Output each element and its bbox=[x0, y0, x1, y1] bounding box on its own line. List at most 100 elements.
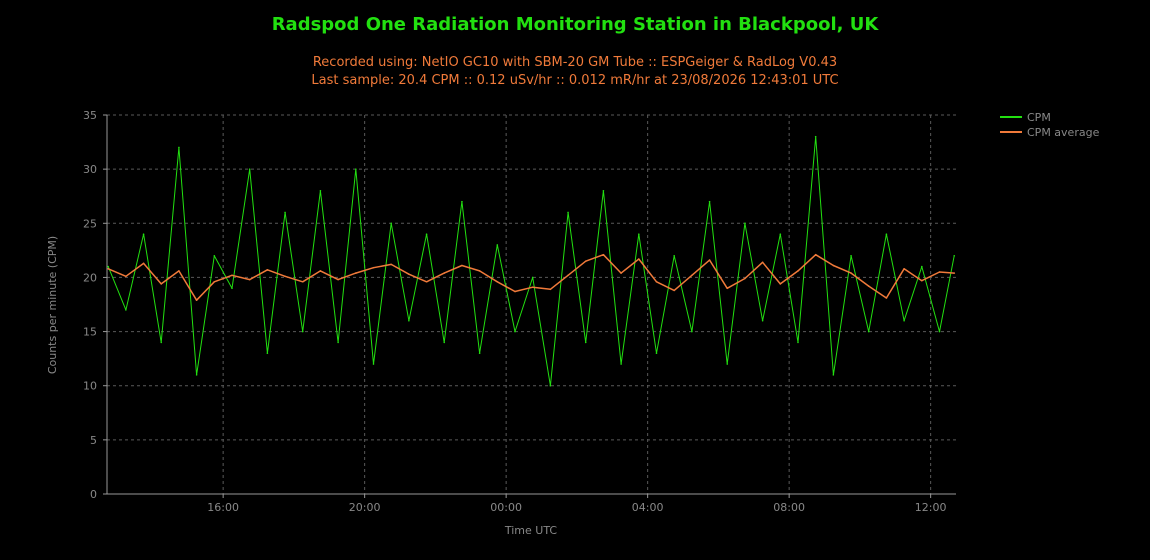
cpm-point bbox=[355, 168, 357, 170]
cpm-average-point bbox=[761, 261, 764, 264]
x-tick-label: 00:00 bbox=[490, 501, 522, 514]
cpm-point bbox=[266, 352, 269, 355]
cpm-point bbox=[231, 287, 233, 290]
chart-subtitle-recorder: Recorded using: NetIO GC10 with SBM-20 G… bbox=[312, 55, 838, 70]
legend-label-cpm: CPM bbox=[1027, 111, 1051, 124]
cpm-point bbox=[301, 330, 304, 333]
cpm-point bbox=[953, 254, 956, 257]
cpm-average-point bbox=[885, 297, 888, 299]
cpm-point bbox=[514, 330, 516, 333]
cpm-point bbox=[726, 363, 729, 365]
cpm-point bbox=[638, 233, 640, 235]
cpm-average-point bbox=[744, 277, 746, 280]
cpm-average-point bbox=[708, 259, 711, 261]
cpm-point bbox=[408, 319, 410, 322]
cpm-average-point bbox=[938, 271, 941, 273]
cpm-point bbox=[655, 352, 658, 355]
y-tick-label: 35 bbox=[83, 109, 97, 122]
cpm-point bbox=[478, 352, 481, 355]
cpm-average-point bbox=[178, 270, 180, 272]
cpm-average-point bbox=[903, 267, 905, 270]
cpm-average-point bbox=[726, 287, 729, 290]
cpm-point bbox=[673, 254, 675, 257]
cpm-point bbox=[620, 363, 622, 365]
cpm-point bbox=[867, 330, 870, 333]
cpm-point bbox=[744, 222, 746, 225]
cpm-point bbox=[248, 168, 251, 170]
cpm-average-point bbox=[231, 274, 233, 277]
cpm-average-point bbox=[953, 272, 956, 274]
x-tick-label: 08:00 bbox=[773, 501, 805, 514]
cpm-point bbox=[885, 233, 888, 235]
cpm-average-point bbox=[355, 272, 357, 274]
chart-subtitle-last-sample: Last sample: 20.4 CPM :: 0.12 uSv/hr :: … bbox=[311, 73, 839, 88]
cpm-average-point bbox=[213, 280, 216, 283]
cpm-average-point bbox=[673, 289, 675, 292]
cpm-average-point bbox=[814, 253, 817, 256]
chart-title: Radspod One Radiation Monitoring Station… bbox=[271, 14, 879, 35]
cpm-point bbox=[461, 200, 463, 203]
y-tick-label: 0 bbox=[90, 488, 97, 501]
cpm-average-point bbox=[850, 272, 852, 274]
cpm-average-point bbox=[638, 258, 640, 260]
cpm-average-point bbox=[125, 275, 127, 278]
cpm-point bbox=[797, 341, 799, 344]
x-tick-label: 16:00 bbox=[207, 501, 239, 514]
cpm-point bbox=[531, 276, 534, 279]
cpm-point bbox=[903, 319, 905, 322]
cpm-average-point bbox=[461, 264, 463, 267]
cpm-average-point bbox=[832, 264, 835, 267]
cpm-average-point bbox=[319, 270, 322, 272]
cpm-point bbox=[921, 265, 923, 268]
cpm-point bbox=[107, 265, 109, 268]
cpm-average-point bbox=[390, 263, 392, 266]
y-tick-label: 15 bbox=[83, 326, 97, 339]
cpm-point bbox=[850, 254, 852, 257]
cpm-average-point bbox=[337, 278, 339, 281]
y-tick-label: 5 bbox=[90, 434, 97, 447]
cpm-point bbox=[443, 341, 446, 344]
cpm-point bbox=[425, 233, 428, 235]
cpm-average-point bbox=[301, 280, 304, 283]
cpm-average-point bbox=[425, 280, 428, 283]
cpm-point bbox=[567, 211, 569, 214]
y-tick-label: 10 bbox=[83, 380, 97, 393]
cpm-point bbox=[496, 244, 499, 246]
cpm-point bbox=[602, 190, 605, 192]
cpm-point bbox=[160, 341, 163, 344]
cpm-average-point bbox=[549, 288, 552, 291]
cpm-point bbox=[779, 233, 782, 235]
cpm-average-point bbox=[248, 278, 251, 281]
cpm-point bbox=[584, 341, 587, 344]
y-tick-label: 20 bbox=[83, 271, 97, 284]
cpm-average-point bbox=[514, 290, 516, 293]
x-tick-label: 04:00 bbox=[632, 501, 664, 514]
x-tick-label: 12:00 bbox=[915, 501, 947, 514]
cpm-point bbox=[213, 254, 216, 257]
cpm-point bbox=[691, 330, 693, 333]
cpm-average-point bbox=[478, 270, 481, 272]
cpm-average-point bbox=[142, 262, 145, 265]
cpm-average-point bbox=[867, 285, 870, 287]
cpm-point bbox=[142, 233, 145, 235]
cpm-average-point bbox=[921, 279, 923, 282]
cpm-point bbox=[337, 341, 339, 344]
cpm-point bbox=[761, 319, 764, 322]
cpm-average-point bbox=[443, 272, 446, 274]
cpm-average-point bbox=[797, 270, 799, 272]
cpm-average-point bbox=[620, 272, 622, 274]
cpm-average-point bbox=[691, 274, 693, 277]
cpm-point bbox=[549, 384, 552, 387]
cpm-average-point bbox=[266, 269, 269, 271]
y-tick-label: 25 bbox=[83, 217, 97, 230]
cpm-average-point bbox=[655, 280, 658, 283]
cpm-average-point bbox=[195, 299, 198, 301]
x-axis-title: Time UTC bbox=[504, 524, 558, 537]
cpm-average-point bbox=[602, 253, 605, 256]
cpm-point bbox=[814, 135, 817, 138]
cpm-point bbox=[125, 309, 127, 311]
cpm-average-point bbox=[567, 274, 569, 277]
cpm-point bbox=[938, 330, 941, 333]
cpm-average-point bbox=[372, 266, 375, 269]
